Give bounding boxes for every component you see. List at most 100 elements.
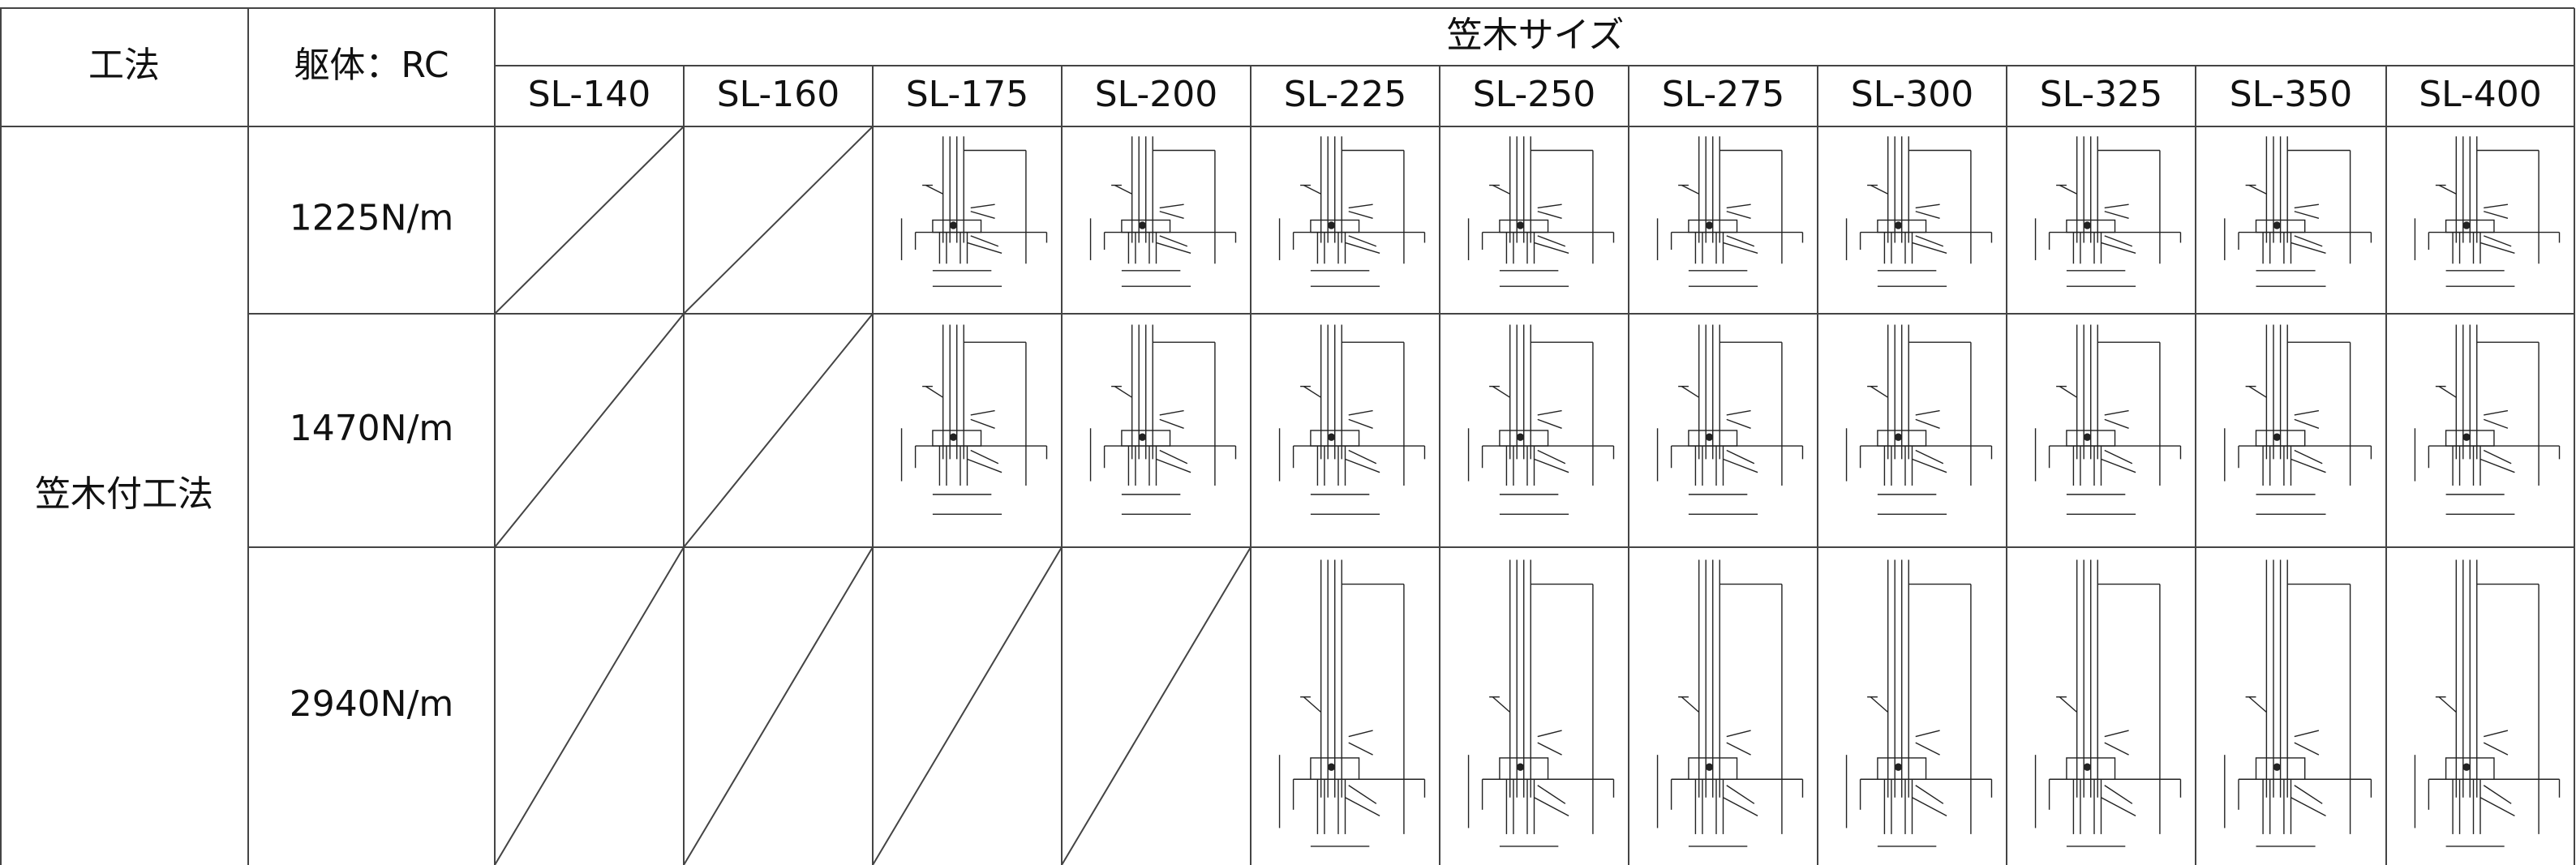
drawing-line bbox=[1537, 742, 1562, 756]
drawing-dot bbox=[1894, 763, 1903, 771]
not-applicable-slash bbox=[872, 546, 1063, 865]
drawing-line bbox=[1348, 203, 1373, 209]
not-applicable-slash bbox=[683, 546, 874, 865]
drawing-line bbox=[2290, 458, 2326, 473]
drawing-line bbox=[970, 418, 995, 429]
drawing-line bbox=[1870, 184, 1888, 195]
drawing-line bbox=[2104, 418, 2129, 429]
drawing-line bbox=[1537, 235, 1566, 247]
detail-drawing bbox=[2224, 324, 2372, 516]
drawing-line bbox=[970, 211, 995, 220]
drawing-line bbox=[1915, 409, 1940, 416]
drawing-line bbox=[2483, 235, 2512, 247]
drawing-line bbox=[1492, 386, 1511, 398]
drawing-dot bbox=[2462, 221, 2471, 229]
drawing-dot bbox=[2083, 763, 2092, 771]
drawing-dot bbox=[1327, 763, 1336, 771]
detail-drawing bbox=[2224, 559, 2372, 847]
drawing-line bbox=[1537, 211, 1562, 220]
detail-drawing bbox=[1656, 136, 1804, 287]
detail-drawing bbox=[2034, 324, 2182, 516]
size-header: SL-400 bbox=[2419, 74, 2542, 115]
drawing-line bbox=[1159, 211, 1184, 220]
detail-drawing bbox=[900, 324, 1048, 516]
drawing-dot bbox=[2273, 763, 2282, 771]
drawing-line bbox=[2483, 785, 2512, 804]
drawing-line bbox=[2294, 418, 2320, 429]
drawing-line bbox=[970, 203, 995, 209]
drawing-line bbox=[1726, 785, 1755, 804]
drawing-line bbox=[1159, 409, 1184, 416]
size-header: SL-160 bbox=[717, 74, 840, 115]
drawing-line bbox=[2104, 235, 2133, 247]
load-label: 1470N/m bbox=[290, 408, 454, 449]
detail-drawing bbox=[1845, 136, 1993, 287]
detail-drawing bbox=[1278, 559, 1426, 847]
drawing-line bbox=[2104, 742, 2129, 756]
drawing-line bbox=[2104, 730, 2129, 738]
not-applicable-slash bbox=[494, 313, 685, 548]
drawing-dot bbox=[1705, 433, 1714, 441]
drawing-line bbox=[2059, 386, 2078, 398]
drawing-line bbox=[2294, 785, 2323, 804]
drawing-line bbox=[2294, 235, 2323, 247]
drawing-line bbox=[2104, 203, 2129, 209]
drawing-line bbox=[1156, 242, 1191, 255]
drawing-line bbox=[1726, 449, 1755, 465]
drawing-line bbox=[2484, 730, 2509, 738]
size-header: SL-200 bbox=[1095, 74, 1218, 115]
method-header: 工法 bbox=[88, 45, 160, 86]
drawing-line bbox=[1537, 409, 1562, 416]
drawing-line bbox=[1303, 696, 1322, 713]
drawing-line bbox=[1537, 418, 1562, 429]
drawing-line bbox=[1915, 785, 1944, 804]
drawing-line bbox=[1537, 203, 1562, 209]
detail-drawing bbox=[1845, 324, 1993, 516]
drawing-line bbox=[2059, 184, 2077, 195]
drawing-line bbox=[1492, 696, 1511, 713]
size-header: SL-175 bbox=[906, 74, 1029, 115]
detail-drawing bbox=[2034, 136, 2182, 287]
drawing-dot bbox=[1516, 763, 1525, 771]
detail-drawing bbox=[1278, 324, 1426, 516]
drawing-line bbox=[970, 409, 995, 416]
drawing-dot bbox=[1705, 763, 1714, 771]
drawing-line bbox=[1303, 386, 1322, 398]
drawing-line bbox=[1723, 797, 1758, 816]
not-applicable-slash bbox=[494, 546, 685, 865]
method-label: 笠木付工法 bbox=[35, 473, 213, 515]
drawing-line bbox=[1723, 458, 1758, 473]
drawing-line bbox=[1537, 785, 1566, 804]
detail-drawing bbox=[1656, 559, 1804, 847]
size-header: SL-300 bbox=[1851, 74, 1974, 115]
detail-drawing bbox=[1467, 324, 1615, 516]
drawing-line bbox=[1534, 242, 1569, 255]
drawing-line bbox=[2294, 211, 2320, 220]
drawing-line bbox=[925, 184, 943, 195]
drawing-line bbox=[1348, 449, 1377, 465]
drawing-line bbox=[1303, 184, 1321, 195]
drawing-line bbox=[2483, 418, 2509, 429]
detail-drawing bbox=[900, 136, 1048, 287]
drawing-line bbox=[1915, 742, 1940, 756]
drawing-line bbox=[1681, 696, 1700, 713]
drawing-line bbox=[1915, 211, 1940, 220]
drawing-line bbox=[1915, 235, 1944, 247]
detail-drawing bbox=[1467, 136, 1615, 287]
drawing-line bbox=[2294, 730, 2320, 738]
drawing-line bbox=[2059, 696, 2078, 713]
not-applicable-slash bbox=[494, 126, 685, 315]
drawing-line bbox=[2290, 797, 2326, 816]
drawing-line bbox=[2479, 242, 2515, 255]
detail-drawing bbox=[2034, 559, 2182, 847]
size-group-header: 笠木サイズ bbox=[1447, 15, 1625, 56]
drawing-line bbox=[2104, 785, 2133, 804]
drawing-line bbox=[970, 235, 999, 247]
drawing-dot bbox=[1327, 433, 1336, 441]
drawing-line bbox=[1345, 797, 1380, 816]
drawing-line bbox=[970, 449, 999, 465]
not-applicable-slash bbox=[683, 313, 874, 548]
drawing-line bbox=[2248, 386, 2267, 398]
size-header: SL-350 bbox=[2230, 74, 2353, 115]
